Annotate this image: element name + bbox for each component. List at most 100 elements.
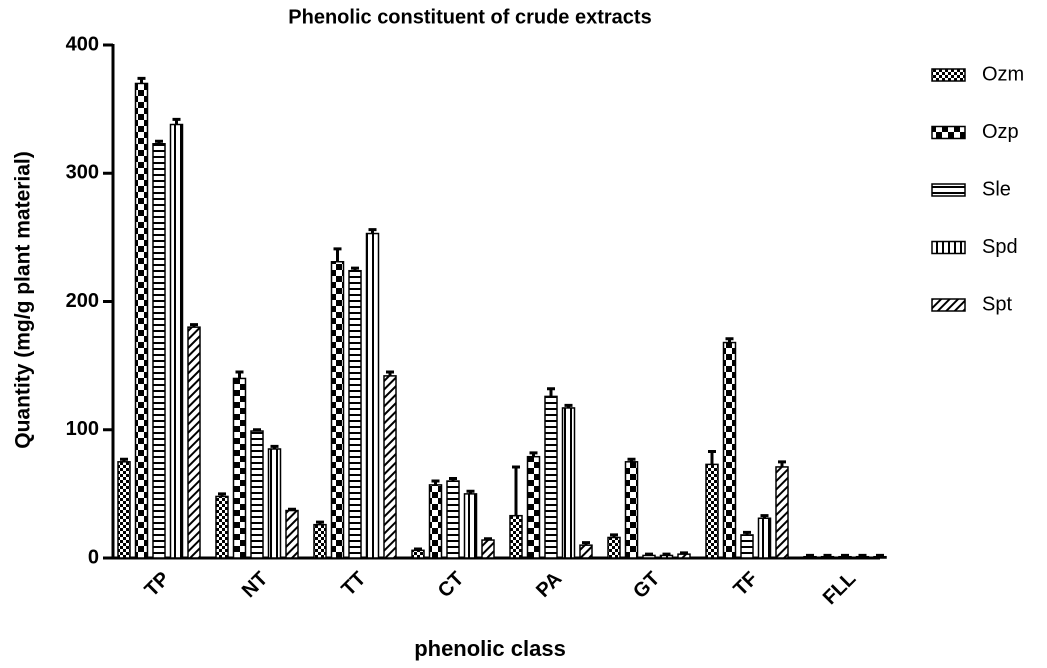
y-tick-label: 100 [66, 418, 99, 440]
error-bar [218, 492, 226, 497]
error-bar [414, 547, 422, 551]
bar [579, 544, 593, 559]
error-bar [155, 139, 163, 144]
x-tick-label: PA [532, 568, 566, 602]
y-tick-label: 200 [66, 290, 99, 312]
legend-swatch [931, 298, 966, 312]
legend-label: Sle [982, 178, 1011, 200]
error-bar [351, 266, 359, 271]
error-bar [778, 460, 786, 467]
bar [607, 536, 621, 559]
bar [722, 341, 737, 559]
bar [544, 395, 558, 559]
y-tick-label: 300 [66, 162, 99, 184]
x-tick-label: TP [141, 568, 175, 602]
x-tick-label: CT [434, 568, 468, 602]
bar [561, 407, 576, 559]
bar [642, 554, 656, 559]
error-bar [529, 451, 538, 457]
error-bar [876, 553, 884, 557]
error-bar [610, 533, 618, 538]
error-bar [725, 337, 734, 343]
bar [659, 554, 674, 559]
legend-swatch [931, 240, 966, 255]
y-tick-label: 400 [66, 33, 99, 55]
legend-swatch [931, 183, 966, 197]
error-bar [368, 228, 377, 234]
error-bar [858, 553, 867, 557]
bar [285, 509, 299, 559]
error-bar [841, 553, 849, 557]
bar [677, 553, 691, 559]
bar [383, 375, 397, 559]
error-bar [547, 387, 555, 397]
bar [348, 269, 362, 559]
bar [313, 523, 327, 559]
legend-label: Spd [982, 236, 1018, 258]
bar [330, 260, 345, 559]
error-bar [316, 520, 324, 525]
error-bar [582, 541, 590, 546]
error-bar [431, 479, 440, 485]
error-bar [823, 553, 832, 557]
error-bar [137, 76, 146, 84]
legend-swatch [931, 68, 966, 82]
bar [215, 495, 229, 559]
error-bar [333, 247, 342, 262]
bar [117, 461, 131, 559]
x-axis-label: phenolic class [414, 636, 566, 661]
bar [250, 430, 264, 559]
bar [509, 514, 523, 559]
error-bar [172, 117, 181, 125]
error-bar [512, 465, 520, 516]
error-bar [708, 450, 716, 465]
error-bar [743, 530, 751, 535]
error-bar [627, 457, 636, 462]
legend-label: Ozp [982, 121, 1019, 143]
y-tick-label: 0 [88, 546, 99, 568]
error-bar [253, 428, 261, 432]
bar [624, 461, 639, 559]
y-axis-label: Quantity (mg/g plant material) [12, 151, 35, 449]
bar [446, 480, 460, 559]
legend-label: Spt [982, 293, 1012, 315]
bar [428, 484, 443, 559]
bar [152, 143, 166, 559]
error-bar [680, 551, 688, 555]
error-bar [645, 552, 653, 556]
error-bar [564, 403, 573, 408]
x-tick-label: NT [238, 568, 272, 602]
bar [267, 448, 282, 559]
error-bar [806, 553, 814, 557]
bar [463, 493, 478, 559]
bar [365, 232, 380, 559]
error-bar [662, 552, 671, 556]
bar [775, 466, 789, 559]
x-tick-label: TF [729, 568, 762, 601]
error-bar [190, 323, 198, 328]
error-bar [484, 537, 492, 541]
bar [134, 82, 149, 559]
bar [169, 123, 184, 559]
bar [705, 463, 719, 559]
error-bar [466, 489, 475, 494]
legend-label: Ozm [982, 63, 1024, 85]
bar [411, 549, 425, 559]
x-tick-label: TT [337, 568, 370, 601]
error-bar [270, 444, 279, 449]
x-tick-label: GT [629, 568, 664, 603]
error-bar [760, 514, 769, 519]
x-tick-label: FLL [819, 568, 860, 609]
error-bar [386, 370, 394, 376]
legend-swatch [931, 125, 966, 140]
error-bar [288, 507, 296, 511]
bar [740, 534, 754, 559]
error-bar [449, 476, 457, 482]
error-bar [120, 457, 128, 462]
bar [526, 455, 541, 559]
bar [481, 539, 495, 559]
chart-title: Phenolic constituent of crude extracts [288, 6, 651, 28]
error-bar [235, 370, 244, 379]
bar [757, 517, 772, 559]
